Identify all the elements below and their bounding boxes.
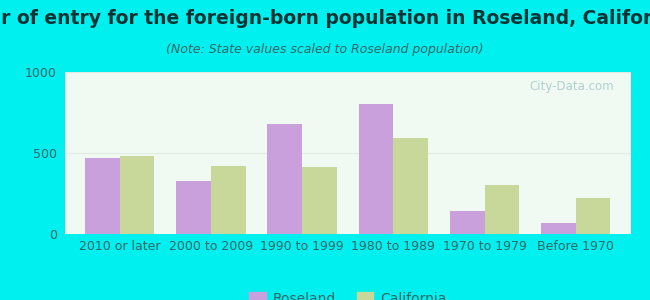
Bar: [393, 138, 428, 234]
Text: City-Data.com: City-Data.com: [529, 80, 614, 93]
Bar: [359, 104, 393, 234]
Bar: [176, 181, 211, 234]
Bar: [120, 156, 155, 234]
Text: (Note: State values scaled to Roseland population): (Note: State values scaled to Roseland p…: [166, 44, 484, 56]
Text: Year of entry for the foreign-born population in Roseland, California: Year of entry for the foreign-born popul…: [0, 9, 650, 28]
Bar: [85, 158, 120, 234]
Bar: [211, 166, 246, 234]
Legend: Roseland, California: Roseland, California: [243, 286, 452, 300]
Bar: [576, 197, 610, 234]
Bar: [450, 211, 484, 234]
Bar: [268, 124, 302, 234]
Bar: [302, 167, 337, 234]
Bar: [541, 223, 576, 234]
Bar: [484, 184, 519, 234]
